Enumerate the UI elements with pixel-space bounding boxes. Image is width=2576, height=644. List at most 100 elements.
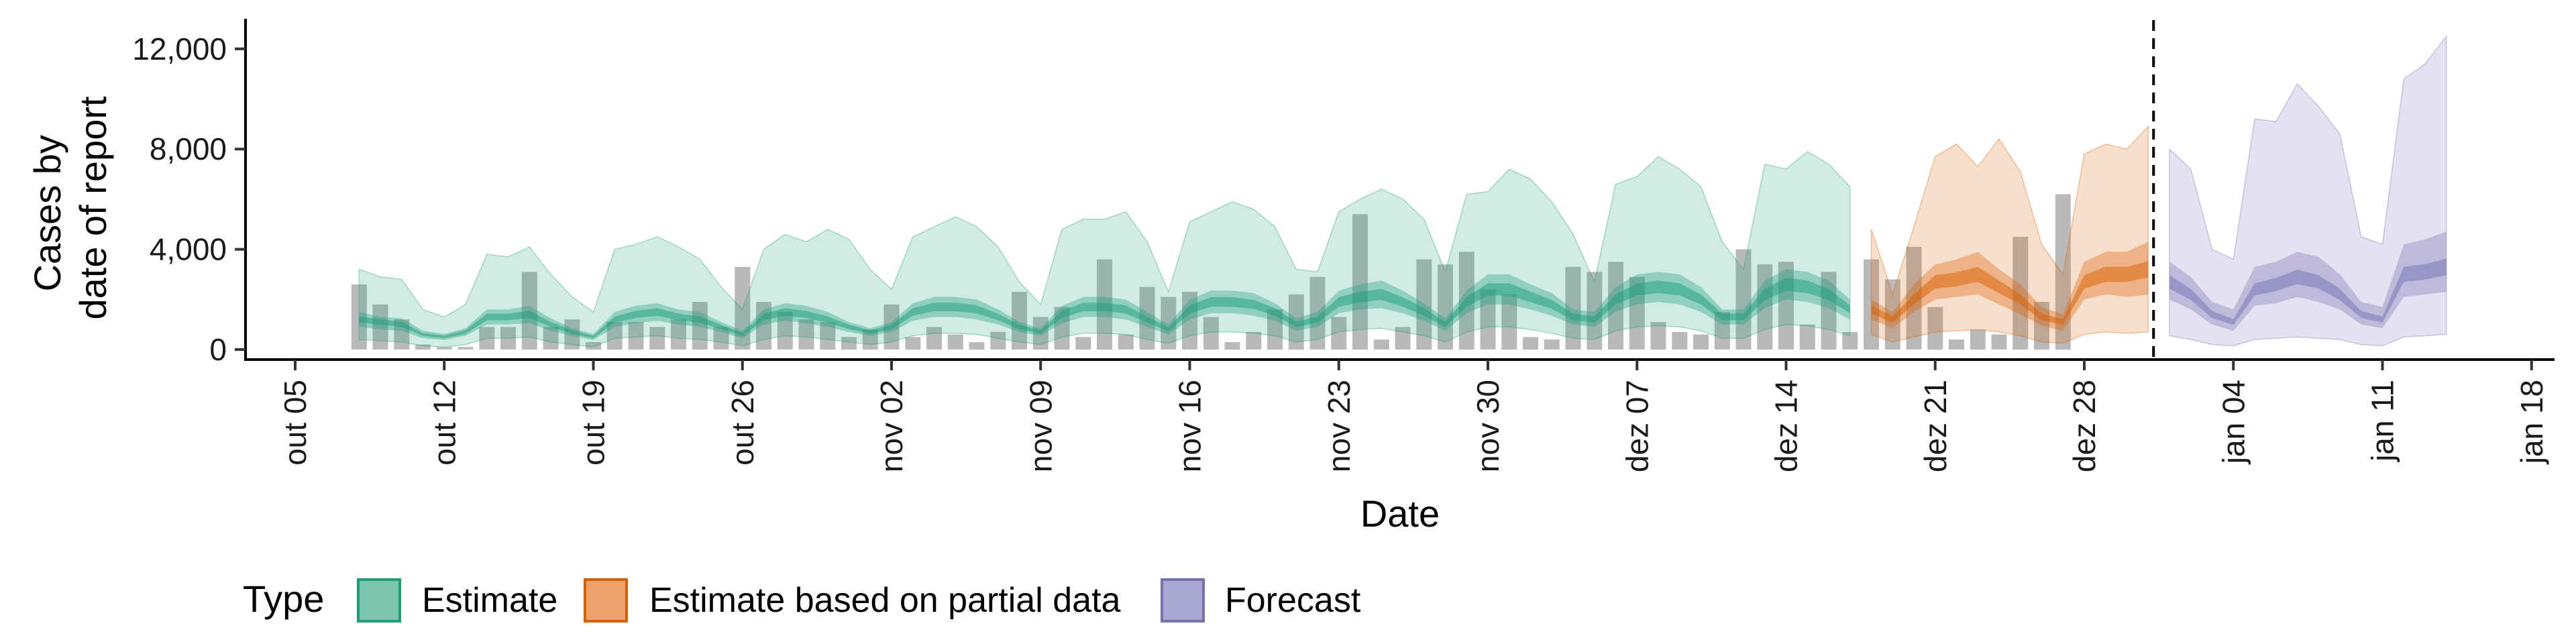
observed-bar: [798, 319, 814, 350]
observed-bar: [606, 322, 623, 350]
x-tick-label: jan 18: [2514, 380, 2549, 465]
observed-bar: [1650, 322, 1666, 350]
ci90-band: [2169, 34, 2447, 347]
median-band: [1871, 261, 2149, 325]
observed-bar: [1544, 339, 1560, 350]
x-tick-label: nov 02: [874, 380, 909, 472]
observed-bar: [1395, 327, 1411, 350]
observed-bar: [820, 322, 836, 350]
observed-bar: [543, 327, 559, 350]
series-estimate: [358, 151, 1851, 348]
observed-bar: [1864, 259, 1879, 350]
legend-label-partial: Estimate based on partial data: [649, 581, 1121, 620]
observed-bar: [1842, 331, 1858, 350]
y-tick-label: 4,000: [150, 232, 227, 267]
observed-bar: [1757, 264, 1773, 350]
legend: Type Estimate Estimate based on partial …: [243, 578, 1361, 623]
observed-bar: [1927, 307, 1943, 350]
observed-bar: [926, 327, 942, 350]
observed-bar: [1267, 309, 1283, 350]
observed-bar: [500, 327, 516, 350]
plot-area: [351, 20, 2447, 360]
observed-bar: [1735, 249, 1752, 350]
observed-case-bars: [351, 194, 2071, 350]
observed-bar: [1949, 339, 1964, 350]
x-tick-label: nov 09: [1023, 380, 1058, 472]
observed-bar: [1012, 292, 1027, 350]
observed-bar: [1799, 324, 1815, 350]
y-tick-label: 12,000: [132, 32, 227, 66]
observed-bar: [586, 341, 601, 350]
x-tick-label: dez 14: [1769, 380, 1804, 472]
x-tick-label: out 05: [278, 380, 313, 466]
x-tick-label: out 19: [576, 380, 611, 466]
observed-bar: [1352, 214, 1368, 350]
legend-key-partial: [584, 578, 628, 623]
observed-bar: [1693, 334, 1709, 350]
x-tick-label: nov 30: [1470, 380, 1505, 472]
observed-bar: [735, 266, 751, 350]
series-forecast: [2169, 34, 2447, 347]
observed-bar: [1246, 331, 1262, 350]
observed-bar: [1587, 272, 1603, 350]
observed-bar: [1884, 279, 1900, 350]
observed-bar: [1224, 341, 1240, 350]
observed-bar: [1438, 264, 1453, 350]
observed-bar: [1991, 334, 2007, 350]
y-axis-title: Cases by date of report: [26, 96, 114, 320]
ci90-band: [358, 151, 1851, 348]
observed-bar: [2055, 194, 2071, 350]
observed-bar: [990, 331, 1006, 350]
observed-bar: [649, 327, 665, 350]
observed-bar: [1075, 337, 1091, 350]
series-estimate-based-on-partial-data: [1870, 125, 2149, 344]
observed-bar: [671, 319, 686, 350]
x-tick-label: jan 11: [2365, 380, 2400, 463]
median-band: [2169, 258, 2447, 325]
observed-bar: [1118, 334, 1134, 350]
observed-bar: [862, 329, 878, 350]
observed-bar: [1203, 317, 1219, 350]
observed-bar: [692, 302, 708, 350]
observed-bar: [1416, 259, 1432, 350]
x-tick-label: dez 21: [1918, 380, 1953, 472]
observed-bar: [521, 272, 537, 350]
observed-bar: [1565, 266, 1581, 350]
observed-bar: [1501, 294, 1517, 350]
observed-bar: [436, 347, 452, 350]
legend-title: Type: [243, 578, 324, 620]
observed-bar: [1970, 329, 1986, 350]
observed-bar: [1672, 331, 1688, 350]
observed-bar: [1161, 297, 1177, 350]
x-tick-label: nov 16: [1173, 380, 1208, 472]
observed-bar: [415, 344, 431, 350]
x-axis-title: Date: [1360, 492, 1440, 535]
observed-bar: [1608, 262, 1623, 350]
legend-key-estimate: [357, 578, 401, 623]
observed-bar: [947, 334, 963, 350]
observed-bar: [458, 347, 474, 350]
x-tick-label: dez 28: [2067, 380, 2102, 472]
observed-bar: [628, 322, 644, 350]
legend-label-forecast: Forecast: [1225, 581, 1361, 620]
observed-bar: [841, 337, 857, 350]
observed-bar: [1309, 276, 1326, 350]
observed-bar: [2012, 237, 2029, 350]
y-tick-label: 8,000: [150, 131, 227, 166]
legend-key-forecast: [1161, 578, 1205, 623]
axes: 0 4,000 8,000 12,000 out 05 out 12 out 19 out 2…: [132, 19, 2555, 472]
x-tick-label: nov 23: [1322, 380, 1356, 472]
y-axis-title-line-1: Cases by: [26, 135, 68, 291]
observed-bar: [713, 327, 729, 350]
observed-bar: [1523, 337, 1538, 350]
observed-bar: [1373, 339, 1389, 350]
observed-bar: [905, 337, 921, 350]
y-tick-label: 0: [209, 332, 227, 367]
ci50-band: [1871, 241, 2149, 331]
x-tick-label: dez 07: [1619, 380, 1654, 472]
legend-label-estimate: Estimate: [422, 581, 557, 620]
observed-bar: [1480, 289, 1496, 350]
observed-bar: [564, 319, 580, 350]
median-band: [359, 278, 1850, 339]
